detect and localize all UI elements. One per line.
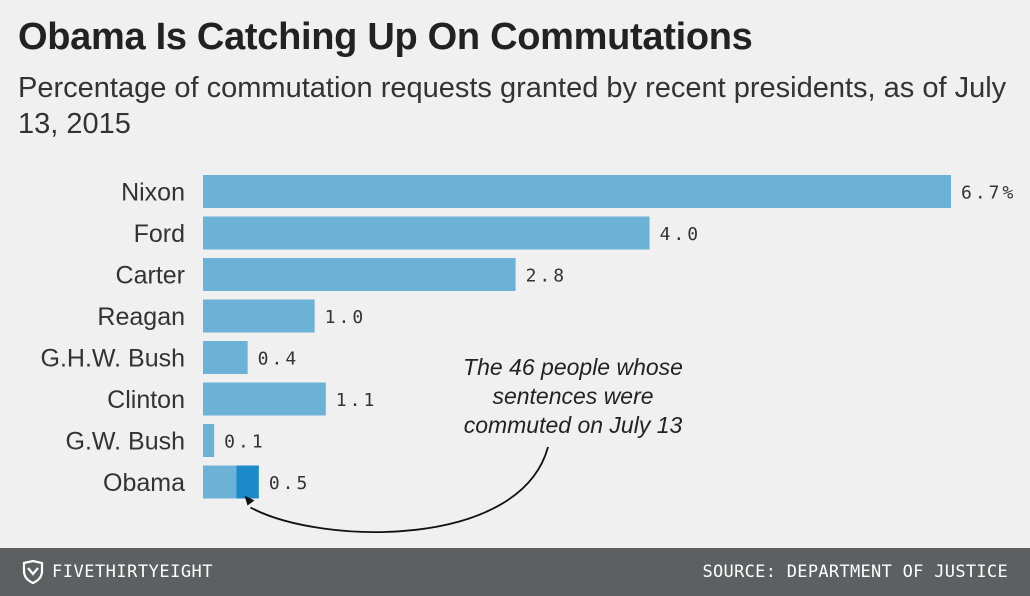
category-label-ford: Ford xyxy=(134,220,185,248)
fivethirtyeight-logo-icon xyxy=(22,560,44,584)
bar-nixon xyxy=(203,175,951,208)
value-label-clinton: 1.1 xyxy=(336,390,378,411)
category-label-g-w-bush: G.W. Bush xyxy=(66,428,185,456)
value-label-g-w-bush: 0.1 xyxy=(224,432,266,453)
bar-carter xyxy=(203,258,516,291)
bar-clinton xyxy=(203,382,326,416)
annotation-arrow-head xyxy=(244,495,255,506)
brand: FIVETHIRTYEIGHT xyxy=(22,548,213,596)
bar-chart: Nixon 6.7% Ford 4.0 Carter 2.8 Reagan 1.0 G.H.W.… xyxy=(41,175,1016,533)
chart-title: Obama Is Catching Up On Commutations xyxy=(18,16,753,58)
bar-reagan xyxy=(203,299,315,333)
category-label-clinton: Clinton xyxy=(107,386,185,414)
source-note: SOURCE: DEPARTMENT OF JUSTICE xyxy=(702,562,1008,582)
category-label-obama: Obama xyxy=(103,469,185,497)
value-label-g-h-w-bush: 0.4 xyxy=(258,349,300,370)
category-label-nixon: Nixon xyxy=(121,179,185,207)
bar-obama-july-13 xyxy=(236,465,259,499)
annotation-arrow-line xyxy=(250,446,549,533)
bar-obama-before xyxy=(203,465,237,499)
category-label-reagan: Reagan xyxy=(97,303,185,331)
annotation-text: The 46 people whose sentences were commute… xyxy=(463,354,683,438)
chart-subtitle: Percentage of commutation requests grant… xyxy=(18,72,1007,140)
bar-ford xyxy=(203,216,650,250)
value-label-carter: 2.8 xyxy=(526,266,568,287)
value-label-ford: 4.0 xyxy=(660,224,702,245)
value-label-nixon: 6.7% xyxy=(961,183,1016,204)
category-label-carter: Carter xyxy=(116,262,185,290)
footer: FIVETHIRTYEIGHT SOURCE: DEPARTMENT OF JU… xyxy=(0,548,1030,596)
value-label-reagan: 1.0 xyxy=(325,307,367,328)
bar-g-w-bush xyxy=(203,424,215,457)
category-label-g-h-w-bush: G.H.W. Bush xyxy=(41,345,185,373)
brand-name: FIVETHIRTYEIGHT xyxy=(52,562,214,582)
value-label-obama: 0.5 xyxy=(269,473,311,494)
bar-g-h-w-bush xyxy=(203,341,248,374)
